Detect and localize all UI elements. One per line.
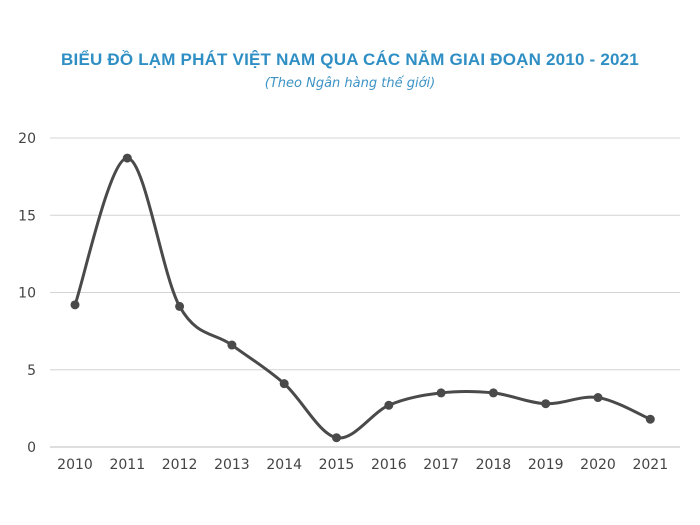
x-tick-label: 2015 — [319, 457, 355, 473]
chart-title: BIỂU ĐỒ LẠM PHÁT VIỆT NAM QUA CÁC NĂM GI… — [61, 50, 639, 69]
data-point — [70, 300, 80, 310]
x-tick-label: 2011 — [109, 457, 145, 473]
data-point — [541, 399, 551, 409]
data-point — [279, 379, 289, 389]
series-points — [70, 153, 655, 443]
data-point — [175, 301, 185, 311]
y-tick-label: 0 — [27, 440, 36, 456]
data-point — [593, 393, 603, 403]
data-point — [645, 414, 655, 424]
data-point — [332, 433, 341, 443]
y-tick-label: 20 — [18, 131, 36, 147]
x-tick-label: 2016 — [371, 457, 407, 473]
x-tick-label: 2012 — [162, 457, 198, 473]
y-tick-label: 10 — [18, 286, 36, 302]
x-tick-label: 2014 — [266, 457, 302, 473]
data-point — [122, 153, 132, 163]
x-tick-label: 2018 — [476, 457, 512, 473]
data-point — [436, 388, 446, 398]
x-axis-tick-labels: 2010 2011 2012 2013 2014 2015 2016 2017 2018 2019… — [57, 457, 668, 473]
series-line — [73, 156, 652, 440]
x-tick-label: 2021 — [632, 457, 668, 473]
chart-subtitle: (Theo Ngân hàng thế giới) — [264, 76, 436, 91]
x-tick-label: 2020 — [580, 457, 616, 473]
y-tick-label: 15 — [18, 208, 36, 224]
x-tick-label: 2019 — [528, 457, 564, 473]
data-point — [488, 388, 498, 398]
data-point — [227, 340, 237, 350]
x-tick-label: 2010 — [57, 457, 93, 473]
data-point — [384, 400, 394, 410]
x-tick-label: 2013 — [214, 457, 250, 473]
y-tick-label: 5 — [27, 363, 36, 379]
gridlines — [50, 137, 680, 448]
x-tick-label: 2017 — [423, 457, 459, 473]
y-axis-tick-labels: 0 5 10 15 20 — [18, 131, 36, 456]
